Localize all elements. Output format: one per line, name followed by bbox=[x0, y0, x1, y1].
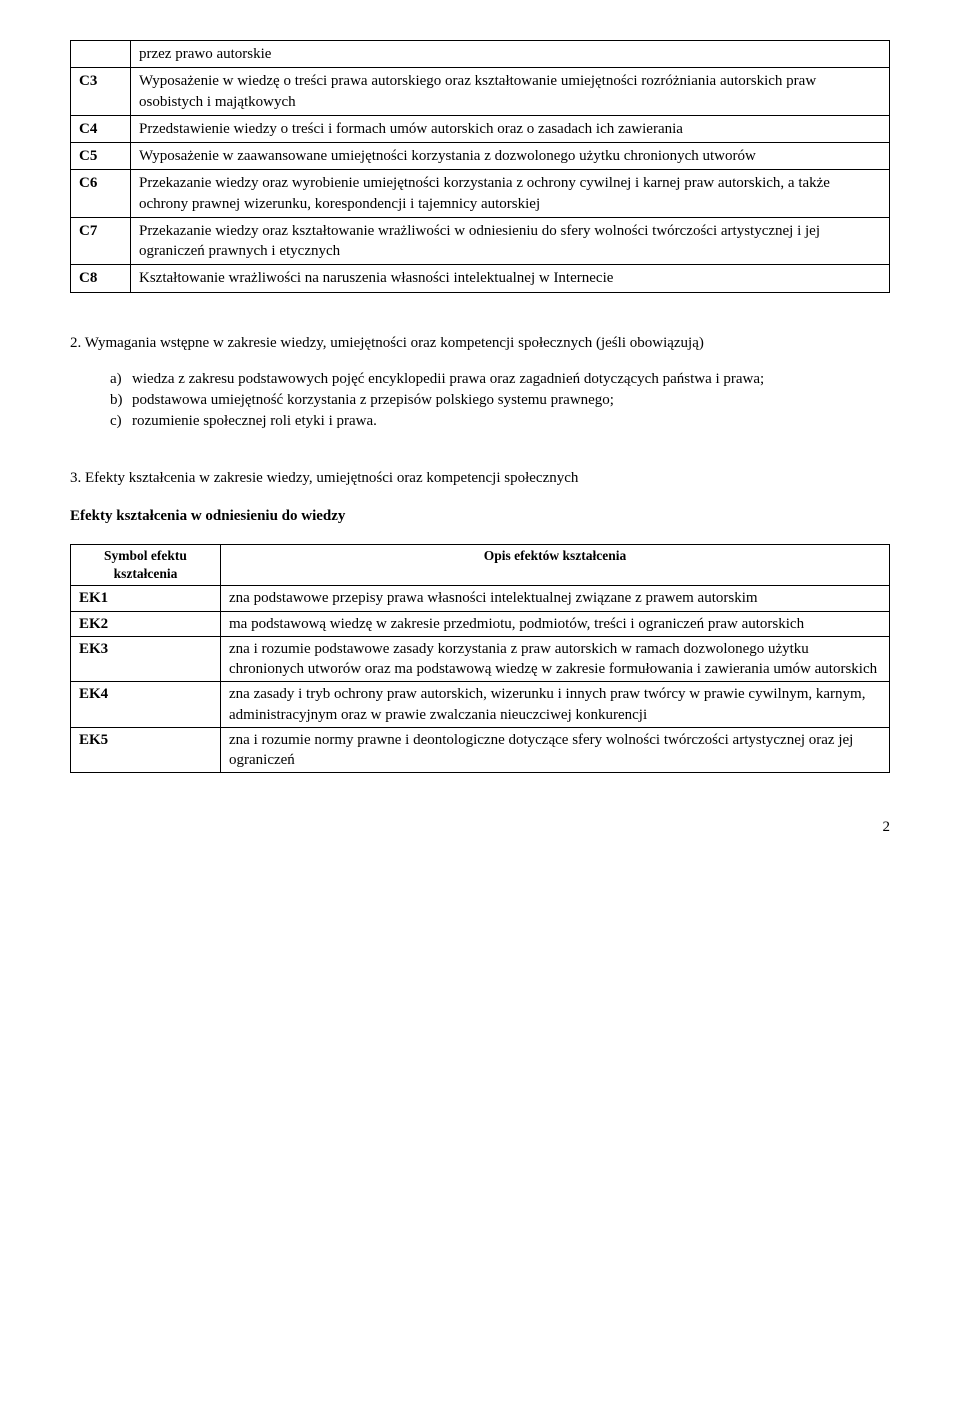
list-marker: c) bbox=[110, 411, 132, 431]
effect-symbol: EK3 bbox=[71, 636, 221, 682]
goal-text: Przekazanie wiedzy oraz kształtowanie wr… bbox=[131, 217, 890, 265]
goal-text: Wyposażenie w wiedzę o treści prawa auto… bbox=[131, 68, 890, 116]
effect-text: ma podstawową wiedzę w zakresie przedmio… bbox=[221, 611, 890, 636]
section3-title: 3. Efekty kształcenia w zakresie wiedzy,… bbox=[70, 468, 890, 488]
effect-text: zna zasady i tryb ochrony praw autorskic… bbox=[221, 682, 890, 728]
effect-symbol: EK4 bbox=[71, 682, 221, 728]
list-text: rozumienie społecznej roli etyki i prawa… bbox=[132, 413, 377, 429]
goal-code: C3 bbox=[71, 68, 131, 116]
effects-header-desc: Opis efektów kształcenia bbox=[221, 545, 890, 586]
goal-code: C4 bbox=[71, 115, 131, 142]
effect-symbol: EK2 bbox=[71, 611, 221, 636]
goal-text: Kształtowanie wrażliwości na naruszenia … bbox=[131, 265, 890, 292]
list-marker: b) bbox=[110, 390, 132, 410]
list-item: b)podstawowa umiejętność korzystania z p… bbox=[110, 390, 890, 410]
goal-text: Wyposażenie w zaawansowane umiejętności … bbox=[131, 143, 890, 170]
page-number: 2 bbox=[70, 817, 890, 837]
effects-header-symbol: Symbol efektu kształcenia bbox=[71, 545, 221, 586]
effect-text: zna i rozumie podstawowe zasady korzysta… bbox=[221, 636, 890, 682]
effect-text: zna i rozumie normy prawne i deontologic… bbox=[221, 727, 890, 773]
list-item: c)rozumienie społecznej roli etyki i pra… bbox=[110, 411, 890, 431]
list-text: podstawowa umiejętność korzystania z prz… bbox=[132, 392, 614, 408]
goal-code: C6 bbox=[71, 170, 131, 218]
list-text: wiedza z zakresu podstawowych pojęć ency… bbox=[132, 371, 764, 387]
goal-text: przez prawo autorskie bbox=[131, 41, 890, 68]
section2-intro: 2. Wymagania wstępne w zakresie wiedzy, … bbox=[70, 333, 890, 353]
section2-list: a)wiedza z zakresu podstawowych pojęć en… bbox=[70, 369, 890, 432]
goal-code: C5 bbox=[71, 143, 131, 170]
list-item: a)wiedza z zakresu podstawowych pojęć en… bbox=[110, 369, 890, 389]
section3-heading: Efekty kształcenia w odniesieniu do wied… bbox=[70, 506, 890, 526]
goal-code-empty bbox=[71, 41, 131, 68]
effect-text: zna podstawowe przepisy prawa własności … bbox=[221, 586, 890, 611]
list-marker: a) bbox=[110, 369, 132, 389]
effect-symbol: EK1 bbox=[71, 586, 221, 611]
goals-table: przez prawo autorskieC3Wyposażenie w wie… bbox=[70, 40, 890, 293]
goal-code: C7 bbox=[71, 217, 131, 265]
goal-code: C8 bbox=[71, 265, 131, 292]
effects-table: Symbol efektu kształcenia Opis efektów k… bbox=[70, 544, 890, 773]
goal-text: Przedstawienie wiedzy o treści i formach… bbox=[131, 115, 890, 142]
goal-text: Przekazanie wiedzy oraz wyrobienie umiej… bbox=[131, 170, 890, 218]
effect-symbol: EK5 bbox=[71, 727, 221, 773]
